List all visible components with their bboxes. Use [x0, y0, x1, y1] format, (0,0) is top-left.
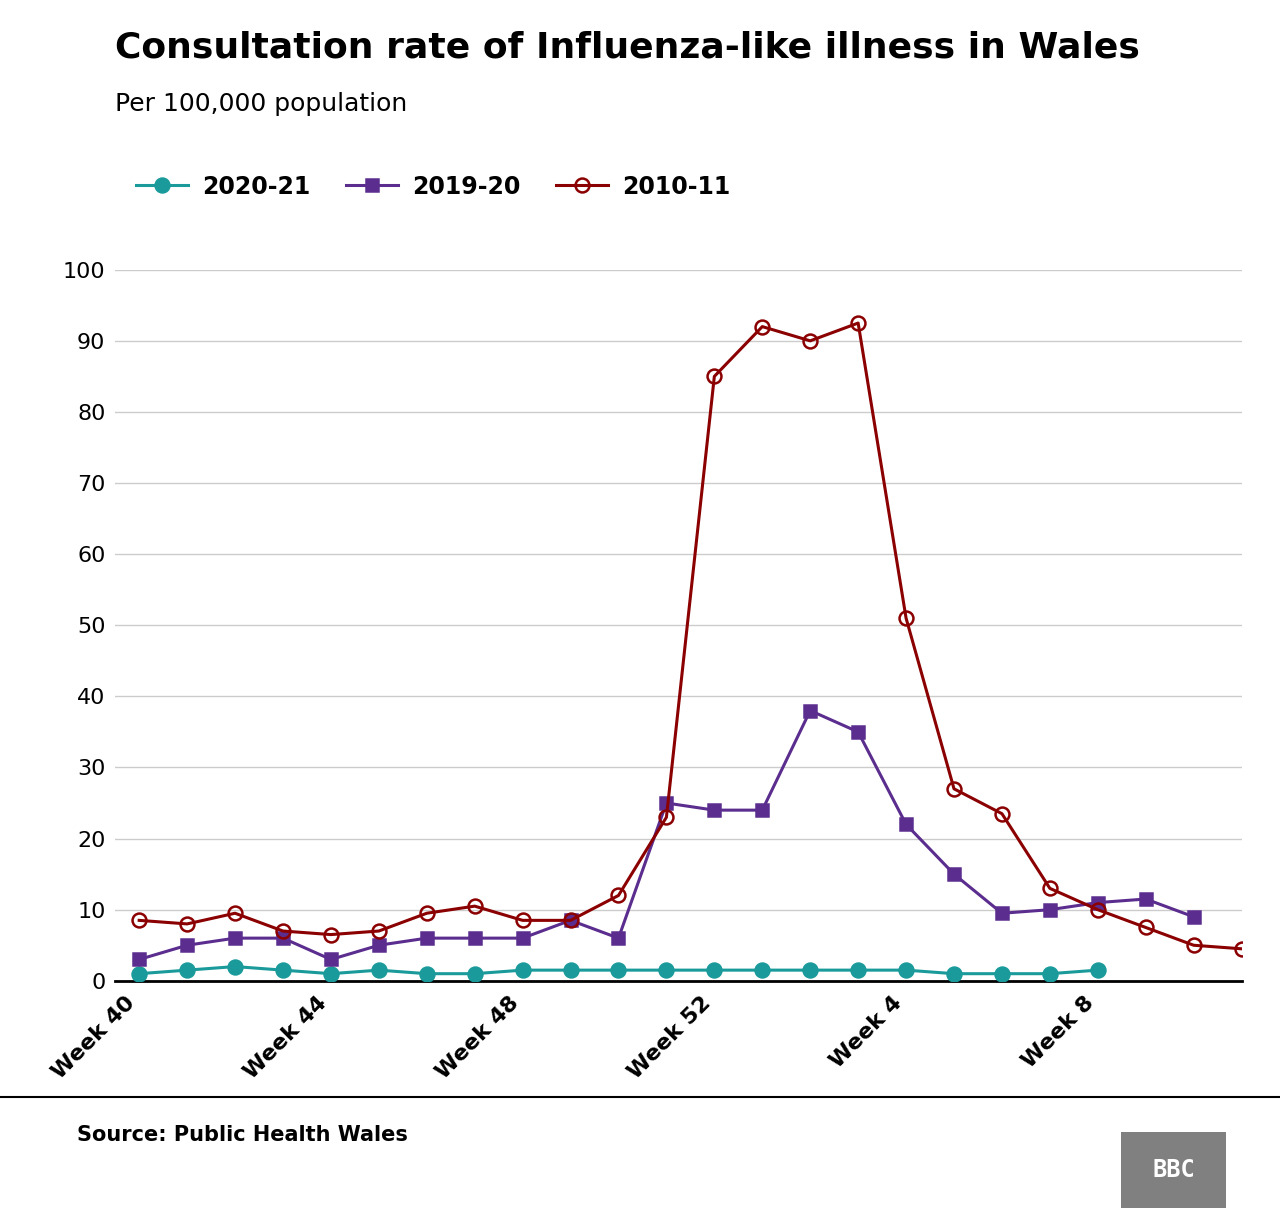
2019-20	[1042, 902, 1057, 917]
2010-11	[132, 913, 147, 928]
2019-20	[1187, 910, 1202, 924]
2020-21	[707, 962, 722, 977]
2010-11	[179, 917, 195, 932]
2020-21	[228, 959, 243, 973]
2010-11	[275, 923, 291, 938]
2020-21	[275, 962, 291, 977]
2020-21	[899, 962, 914, 977]
2020-21	[659, 962, 675, 977]
2019-20	[228, 931, 243, 945]
2010-11	[515, 913, 530, 928]
2020-21	[179, 962, 195, 977]
2010-11	[1091, 902, 1106, 917]
2010-11	[850, 315, 865, 330]
Legend: 2020-21, 2019-20, 2010-11: 2020-21, 2019-20, 2010-11	[127, 166, 740, 208]
2020-21	[755, 962, 771, 977]
2019-20	[946, 867, 961, 881]
2010-11	[228, 906, 243, 921]
2019-20	[803, 704, 818, 718]
2020-21	[803, 962, 818, 977]
2020-21	[371, 962, 387, 977]
2019-20	[563, 913, 579, 928]
2019-20	[324, 953, 339, 967]
2019-20	[755, 803, 771, 818]
2010-11	[1042, 881, 1057, 896]
2020-21	[1042, 966, 1057, 981]
Text: Consultation rate of Influenza-like illness in Wales: Consultation rate of Influenza-like illn…	[115, 31, 1140, 65]
2010-11	[995, 807, 1010, 821]
2020-21	[611, 962, 626, 977]
2020-21	[132, 966, 147, 981]
2010-11	[946, 781, 961, 796]
2010-11	[1187, 938, 1202, 953]
Text: BBC: BBC	[1152, 1157, 1196, 1182]
2010-11	[1138, 920, 1153, 934]
2020-21	[995, 966, 1010, 981]
2010-11	[467, 899, 483, 913]
2010-11	[899, 611, 914, 625]
2010-11	[324, 927, 339, 942]
2019-20	[611, 931, 626, 945]
2010-11	[659, 810, 675, 825]
2010-11	[419, 906, 434, 921]
2020-21	[946, 966, 961, 981]
Text: Per 100,000 population: Per 100,000 population	[115, 92, 407, 116]
2019-20	[899, 817, 914, 831]
2010-11	[755, 319, 771, 333]
2010-11	[563, 913, 579, 928]
2020-21	[515, 962, 530, 977]
2019-20	[707, 803, 722, 818]
Line: 2020-21: 2020-21	[132, 960, 1105, 981]
2019-20	[659, 796, 675, 810]
2019-20	[371, 938, 387, 953]
2019-20	[275, 931, 291, 945]
2010-11	[1234, 942, 1249, 956]
2020-21	[419, 966, 434, 981]
2019-20	[1138, 891, 1153, 906]
2020-21	[324, 966, 339, 981]
2010-11	[803, 333, 818, 348]
2019-20	[850, 725, 865, 739]
2010-11	[371, 923, 387, 938]
2019-20	[179, 938, 195, 953]
2019-20	[132, 953, 147, 967]
2020-21	[1091, 962, 1106, 977]
2019-20	[419, 931, 434, 945]
2019-20	[995, 906, 1010, 921]
Line: 2019-20: 2019-20	[133, 705, 1199, 966]
2010-11	[707, 369, 722, 384]
2010-11	[611, 888, 626, 902]
Text: Source: Public Health Wales: Source: Public Health Wales	[77, 1125, 407, 1145]
2019-20	[515, 931, 530, 945]
2020-21	[563, 962, 579, 977]
2020-21	[467, 966, 483, 981]
2019-20	[1091, 895, 1106, 910]
2020-21	[850, 962, 865, 977]
2019-20	[467, 931, 483, 945]
Line: 2010-11: 2010-11	[132, 316, 1248, 956]
